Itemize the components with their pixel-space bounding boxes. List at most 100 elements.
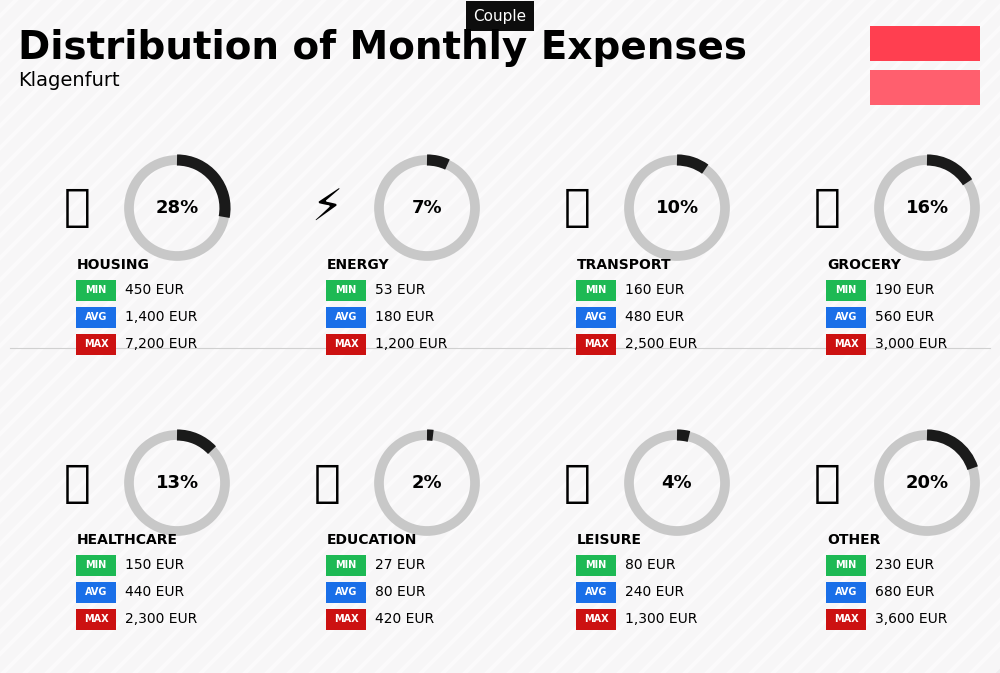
FancyBboxPatch shape	[76, 279, 116, 301]
FancyBboxPatch shape	[576, 581, 616, 602]
Text: MAX: MAX	[584, 614, 608, 624]
Text: 450 EUR: 450 EUR	[125, 283, 184, 297]
Text: 🫀: 🫀	[64, 462, 90, 505]
Text: 🎓: 🎓	[314, 462, 340, 505]
Text: 80 EUR: 80 EUR	[375, 585, 426, 599]
Text: AVG: AVG	[835, 312, 857, 322]
Text: 1,200 EUR: 1,200 EUR	[375, 337, 447, 351]
Text: MIN: MIN	[335, 285, 357, 295]
Text: 180 EUR: 180 EUR	[375, 310, 434, 324]
Text: MIN: MIN	[835, 560, 857, 570]
Text: OTHER: OTHER	[827, 533, 880, 547]
Text: 2,500 EUR: 2,500 EUR	[625, 337, 697, 351]
Text: 4%: 4%	[662, 474, 692, 492]
Text: GROCERY: GROCERY	[827, 258, 901, 272]
Text: HOUSING: HOUSING	[77, 258, 150, 272]
Text: 150 EUR: 150 EUR	[125, 558, 184, 572]
Text: 680 EUR: 680 EUR	[875, 585, 934, 599]
FancyBboxPatch shape	[826, 306, 866, 328]
FancyBboxPatch shape	[326, 334, 366, 355]
FancyBboxPatch shape	[76, 334, 116, 355]
Text: MIN: MIN	[85, 285, 107, 295]
FancyBboxPatch shape	[826, 279, 866, 301]
Text: Couple: Couple	[473, 9, 527, 24]
FancyBboxPatch shape	[576, 555, 616, 575]
Text: MAX: MAX	[84, 339, 108, 349]
Text: ENERGY: ENERGY	[327, 258, 390, 272]
FancyBboxPatch shape	[326, 581, 366, 602]
Text: 230 EUR: 230 EUR	[875, 558, 934, 572]
FancyBboxPatch shape	[826, 608, 866, 629]
Text: AVG: AVG	[85, 587, 107, 597]
Text: Distribution of Monthly Expenses: Distribution of Monthly Expenses	[18, 29, 747, 67]
Text: 53 EUR: 53 EUR	[375, 283, 425, 297]
FancyBboxPatch shape	[326, 279, 366, 301]
Text: 10%: 10%	[655, 199, 699, 217]
FancyBboxPatch shape	[576, 279, 616, 301]
Text: 27 EUR: 27 EUR	[375, 558, 425, 572]
Text: 480 EUR: 480 EUR	[625, 310, 684, 324]
Text: 420 EUR: 420 EUR	[375, 612, 434, 626]
Text: MIN: MIN	[585, 285, 607, 295]
Text: 3,600 EUR: 3,600 EUR	[875, 612, 947, 626]
Text: AVG: AVG	[585, 312, 607, 322]
Text: 2,300 EUR: 2,300 EUR	[125, 612, 197, 626]
FancyBboxPatch shape	[826, 334, 866, 355]
Text: MIN: MIN	[585, 560, 607, 570]
FancyBboxPatch shape	[576, 306, 616, 328]
Text: AVG: AVG	[335, 587, 357, 597]
Text: MIN: MIN	[335, 560, 357, 570]
FancyBboxPatch shape	[826, 555, 866, 575]
Text: 🚌: 🚌	[564, 186, 590, 229]
FancyBboxPatch shape	[76, 581, 116, 602]
Text: 190 EUR: 190 EUR	[875, 283, 934, 297]
Text: MIN: MIN	[85, 560, 107, 570]
Text: MAX: MAX	[834, 339, 858, 349]
FancyBboxPatch shape	[76, 306, 116, 328]
Text: AVG: AVG	[335, 312, 357, 322]
Text: LEISURE: LEISURE	[577, 533, 642, 547]
Text: 👜: 👜	[814, 462, 840, 505]
FancyBboxPatch shape	[76, 555, 116, 575]
Text: Klagenfurt: Klagenfurt	[18, 71, 120, 90]
FancyBboxPatch shape	[576, 334, 616, 355]
FancyBboxPatch shape	[326, 608, 366, 629]
FancyBboxPatch shape	[576, 608, 616, 629]
Text: 🛍: 🛍	[564, 462, 590, 505]
FancyBboxPatch shape	[826, 581, 866, 602]
Text: 7%: 7%	[412, 199, 442, 217]
Text: TRANSPORT: TRANSPORT	[577, 258, 672, 272]
Text: 🛒: 🛒	[814, 186, 840, 229]
Text: 20%: 20%	[905, 474, 949, 492]
Text: AVG: AVG	[585, 587, 607, 597]
Text: MAX: MAX	[334, 339, 358, 349]
Text: 16%: 16%	[905, 199, 949, 217]
Text: ⚡: ⚡	[311, 186, 343, 229]
Text: MAX: MAX	[584, 339, 608, 349]
FancyBboxPatch shape	[326, 555, 366, 575]
Text: 28%: 28%	[155, 199, 199, 217]
Text: 560 EUR: 560 EUR	[875, 310, 934, 324]
Text: 13%: 13%	[155, 474, 199, 492]
Text: 240 EUR: 240 EUR	[625, 585, 684, 599]
Text: 3,000 EUR: 3,000 EUR	[875, 337, 947, 351]
FancyBboxPatch shape	[326, 306, 366, 328]
Text: MAX: MAX	[84, 614, 108, 624]
Text: AVG: AVG	[835, 587, 857, 597]
Text: 1,400 EUR: 1,400 EUR	[125, 310, 197, 324]
FancyBboxPatch shape	[76, 608, 116, 629]
Text: EDUCATION: EDUCATION	[327, 533, 417, 547]
Text: 80 EUR: 80 EUR	[625, 558, 676, 572]
Text: 1,300 EUR: 1,300 EUR	[625, 612, 697, 626]
Text: 2%: 2%	[412, 474, 442, 492]
Text: MIN: MIN	[835, 285, 857, 295]
Text: 440 EUR: 440 EUR	[125, 585, 184, 599]
FancyBboxPatch shape	[870, 26, 980, 61]
Text: 7,200 EUR: 7,200 EUR	[125, 337, 197, 351]
FancyBboxPatch shape	[870, 70, 980, 105]
Text: MAX: MAX	[834, 614, 858, 624]
Text: MAX: MAX	[334, 614, 358, 624]
Text: 160 EUR: 160 EUR	[625, 283, 684, 297]
Text: AVG: AVG	[85, 312, 107, 322]
Text: 🏢: 🏢	[64, 186, 90, 229]
